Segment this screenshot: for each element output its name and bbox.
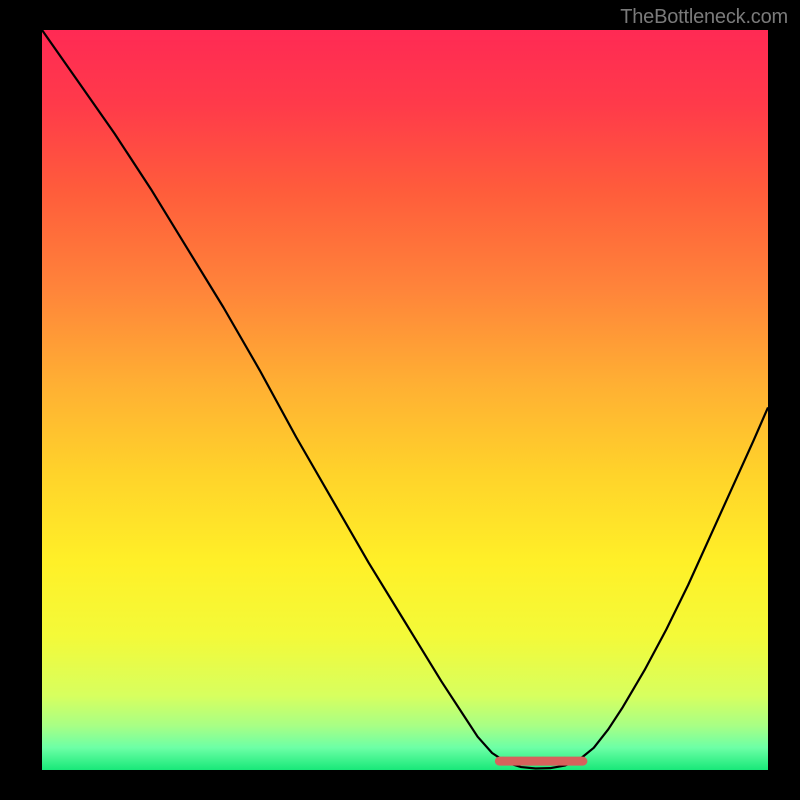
plateau-bump [517,757,525,765]
plateau-bump [561,757,569,765]
plateau-bump [499,757,507,765]
watermark-text: TheBottleneck.com [620,6,788,29]
gradient-fill [42,30,768,770]
plateau-bump [539,757,547,765]
plot-svg [0,0,800,800]
plateau-bump [575,757,583,765]
bottleneck-chart: TheBottleneck.com [0,0,800,800]
